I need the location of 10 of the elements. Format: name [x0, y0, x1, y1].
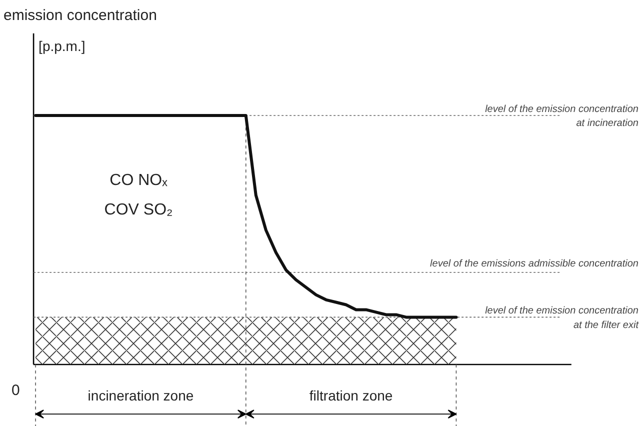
annotation: COV SO₂ [104, 202, 173, 219]
text: filtration zone [309, 387, 393, 404]
ref-line-label: level of the emissions admissible concentration [430, 258, 639, 270]
text: incineration zone [88, 387, 194, 404]
annotation: CO NOₓ [110, 172, 168, 189]
ref-line-label: level of the emission concentration at the filter exit [485, 306, 640, 331]
text: 0 [12, 382, 20, 399]
ref-line-label: level of the emission concentration at incineration [485, 104, 639, 130]
text: emission concentration [4, 6, 157, 24]
text: [p.p.m.] [38, 38, 86, 54]
